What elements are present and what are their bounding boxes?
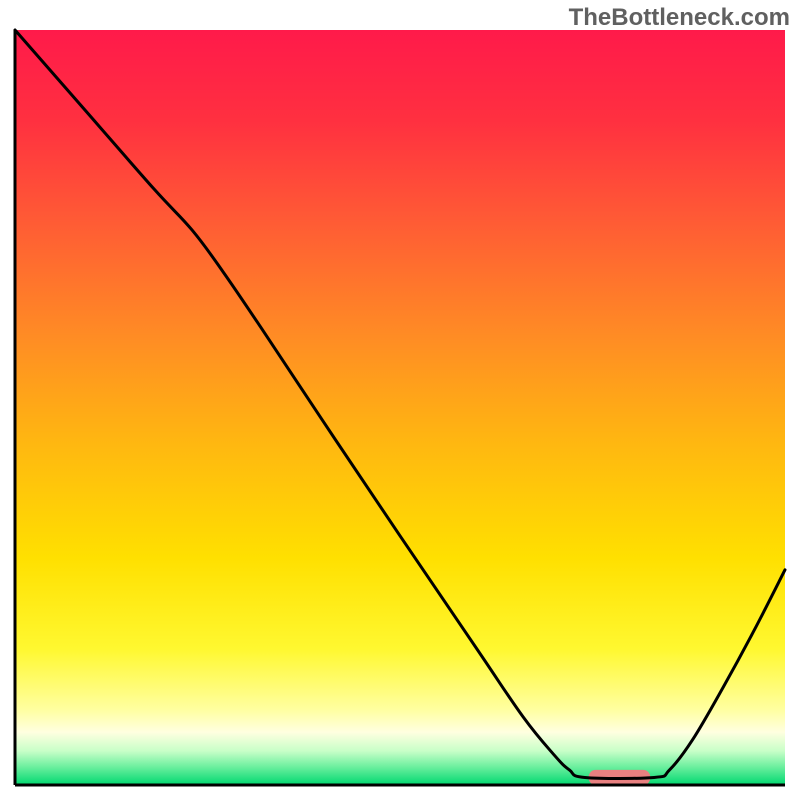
plot-background [15, 30, 785, 785]
bottleneck-chart [0, 0, 800, 800]
chart-container: TheBottleneck.com [0, 0, 800, 800]
